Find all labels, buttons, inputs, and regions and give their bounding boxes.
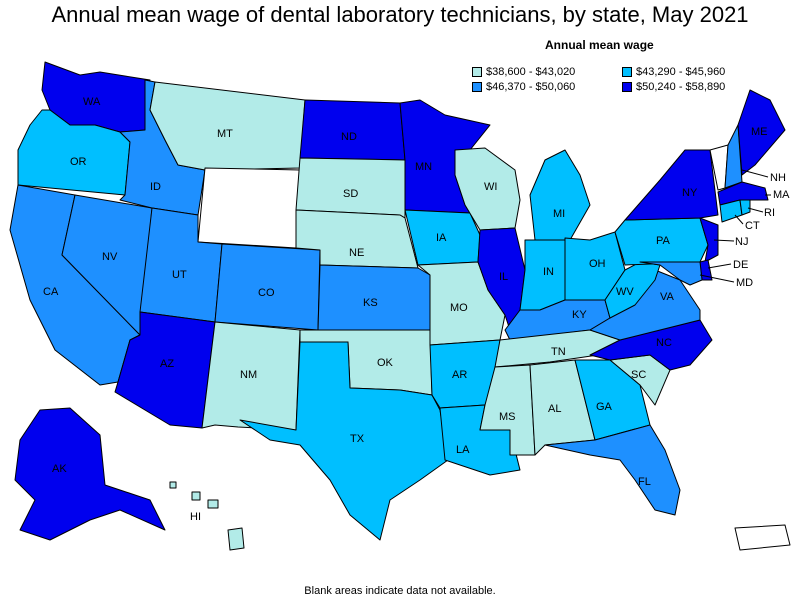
state-mt[interactable]: [149, 81, 306, 171]
state-label-in: IN: [543, 266, 554, 278]
state-label-ak: AK: [52, 463, 67, 475]
state-label-la: LA: [456, 444, 470, 456]
state-label-mi: MI: [553, 208, 565, 220]
state-label-wi: WI: [484, 181, 497, 193]
state-label-me: ME: [751, 126, 768, 138]
legend-item: $38,600 - $43,020: [472, 66, 575, 78]
state-wv[interactable]: [604, 261, 661, 319]
state-label-al: AL: [548, 403, 561, 415]
legend-item: $43,290 - $45,960: [622, 66, 725, 78]
state-label-ri: RI: [764, 207, 775, 219]
state-label-nv: NV: [102, 251, 118, 263]
state-nd[interactable]: [299, 99, 406, 161]
footer-note: Blank areas indicate data not available.: [304, 585, 496, 597]
legend-item: $50,240 - $58,890: [622, 81, 725, 93]
legend-swatch: [472, 82, 482, 92]
state-label-nm: NM: [240, 369, 257, 381]
state-label-az: AZ: [160, 358, 174, 370]
state-label-sd: SD: [343, 188, 358, 200]
state-ak[interactable]: [14, 407, 166, 541]
state-label-ar: AR: [452, 369, 467, 381]
state-label-ca: CA: [43, 286, 59, 298]
state-ny[interactable]: [624, 149, 719, 221]
legend-title: Annual mean wage: [545, 38, 654, 52]
state-label-ut: UT: [172, 269, 187, 281]
state-fl[interactable]: [544, 424, 681, 516]
state-label-md: MD: [736, 277, 753, 289]
state-label-nj: NJ: [735, 236, 748, 248]
state-label-id: ID: [150, 181, 161, 193]
state-mi[interactable]: [529, 149, 591, 241]
leader-lines: [699, 169, 771, 283]
state-label-ct: CT: [745, 220, 760, 232]
state-label-nc: NC: [656, 337, 672, 349]
state-wy[interactable]: [197, 167, 301, 249]
state-label-sc: SC: [631, 369, 646, 381]
state-label-oh: OH: [589, 258, 606, 270]
legend-swatch: [622, 82, 632, 92]
state-tx[interactable]: [239, 341, 449, 541]
state-ri[interactable]: [739, 199, 751, 216]
state-label-de: DE: [733, 259, 748, 271]
state-label-il: IL: [499, 271, 508, 283]
state-md[interactable]: [639, 261, 703, 286]
state-label-ga: GA: [596, 401, 613, 413]
state-label-ky: KY: [572, 309, 587, 321]
state-label-ms: MS: [499, 411, 516, 423]
state-label-ny: NY: [682, 187, 698, 199]
state-me[interactable]: [737, 89, 786, 176]
state-label-nh: NH: [770, 172, 786, 184]
state-label-nd: ND: [341, 131, 357, 143]
state-label-co: CO: [258, 287, 275, 299]
legend-label: $38,600 - $43,020: [486, 66, 576, 78]
state-label-tx: TX: [350, 433, 365, 445]
state-label-wa: WA: [83, 96, 101, 108]
legend-item: $46,370 - $50,060: [472, 81, 575, 93]
state-label-ks: KS: [363, 297, 378, 309]
state-label-mn: MN: [415, 161, 432, 173]
legend-label: $46,370 - $50,060: [486, 81, 576, 93]
state-label-mo: MO: [450, 302, 468, 314]
state-label-ma: MA: [773, 189, 790, 201]
legend-swatch: [472, 67, 482, 77]
state-label-tn: TN: [551, 346, 566, 358]
state-label-or: OR: [70, 156, 87, 168]
state-label-mt: MT: [217, 128, 233, 140]
state-label-wv: WV: [616, 286, 634, 298]
state-label-fl: FL: [638, 476, 651, 488]
map-title: Annual mean wage of dental laboratory te…: [51, 2, 749, 27]
legend-label: $43,290 - $45,960: [636, 66, 726, 78]
state-label-va: VA: [660, 291, 675, 303]
state-label-pa: PA: [656, 235, 671, 247]
legend-swatch: [622, 67, 632, 77]
state-pr[interactable]: [734, 524, 791, 551]
state-label-ne: NE: [349, 247, 364, 259]
state-hi[interactable]: [169, 481, 245, 551]
state-label-ia: IA: [436, 232, 447, 244]
state-label-ok: OK: [377, 357, 394, 369]
state-nj[interactable]: [699, 217, 719, 263]
legend-label: $50,240 - $58,890: [636, 81, 726, 93]
state-ga[interactable]: [574, 359, 651, 441]
state-label-hi: HI: [190, 511, 201, 523]
